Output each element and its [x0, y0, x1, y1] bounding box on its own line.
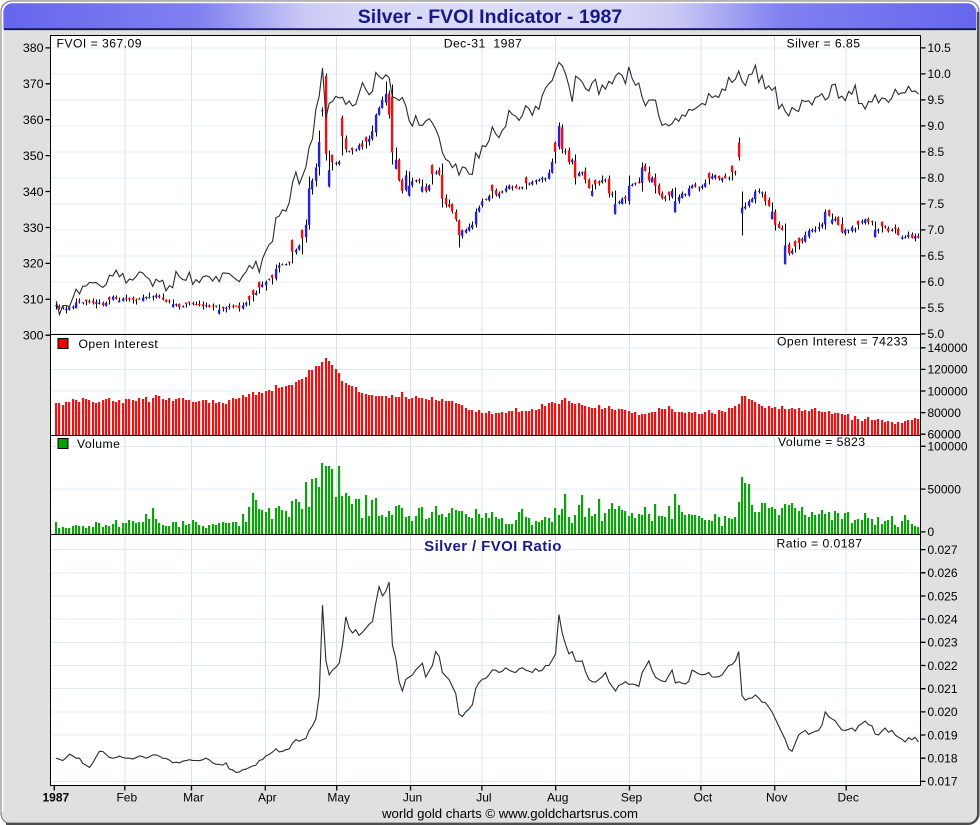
svg-text:Ratio = 0.0187: Ratio = 0.0187 — [777, 537, 863, 551]
svg-text:370: 370 — [23, 77, 44, 91]
svg-text:Mar: Mar — [183, 791, 204, 805]
svg-text:350: 350 — [23, 149, 44, 163]
svg-text:0.018: 0.018 — [928, 752, 958, 766]
svg-text:Apr: Apr — [258, 791, 277, 805]
svg-text:world gold charts © www.goldch: world gold charts © www.goldchartsrus.co… — [381, 806, 638, 821]
svg-text:10.0: 10.0 — [928, 67, 952, 81]
svg-text:7.5: 7.5 — [928, 197, 945, 211]
svg-text:Oct: Oct — [694, 791, 713, 805]
svg-text:Volume: Volume — [77, 437, 120, 451]
svg-text:140000: 140000 — [928, 341, 968, 355]
svg-text:Open Interest: Open Interest — [79, 337, 159, 351]
svg-text:360: 360 — [23, 113, 44, 127]
svg-text:340: 340 — [23, 185, 44, 199]
svg-text:Jul: Jul — [476, 791, 491, 805]
svg-text:7.0: 7.0 — [928, 223, 945, 237]
svg-text:0.019: 0.019 — [928, 728, 958, 742]
svg-text:330: 330 — [23, 221, 44, 235]
svg-text:Dec-31 1987: Dec-31 1987 — [444, 37, 523, 51]
svg-text:May: May — [327, 791, 350, 805]
svg-text:Feb: Feb — [116, 791, 137, 805]
svg-text:60000: 60000 — [928, 428, 962, 442]
svg-text:Open Interest = 74233: Open Interest = 74233 — [777, 335, 908, 349]
svg-text:Sep: Sep — [621, 791, 643, 805]
svg-text:0.025: 0.025 — [928, 589, 958, 603]
svg-text:9.0: 9.0 — [928, 119, 945, 133]
svg-text:100000: 100000 — [928, 384, 968, 398]
svg-text:8.5: 8.5 — [928, 145, 945, 159]
svg-text:0.017: 0.017 — [928, 775, 958, 789]
svg-text:0: 0 — [928, 525, 935, 539]
svg-text:10.5: 10.5 — [928, 41, 952, 55]
svg-text:6.0: 6.0 — [928, 275, 945, 289]
svg-text:100000: 100000 — [928, 440, 968, 454]
svg-text:Aug: Aug — [547, 791, 568, 805]
svg-text:8.0: 8.0 — [928, 171, 945, 185]
svg-text:5.0: 5.0 — [928, 327, 945, 341]
svg-text:120000: 120000 — [928, 363, 968, 377]
svg-text:1987: 1987 — [42, 791, 69, 805]
svg-text:Volume = 5823: Volume = 5823 — [778, 435, 866, 449]
svg-text:80000: 80000 — [928, 406, 962, 420]
svg-text:Silver / FVOI Ratio: Silver / FVOI Ratio — [424, 538, 562, 555]
svg-text:Silver = 6.85: Silver = 6.85 — [787, 37, 861, 51]
svg-text:0.026: 0.026 — [928, 566, 958, 580]
svg-text:0.023: 0.023 — [928, 636, 958, 650]
svg-text:320: 320 — [23, 257, 44, 271]
svg-text:6.5: 6.5 — [928, 249, 945, 263]
svg-text:0.022: 0.022 — [928, 659, 958, 673]
svg-text:0.024: 0.024 — [928, 612, 958, 626]
svg-text:Nov: Nov — [766, 791, 787, 805]
svg-text:9.5: 9.5 — [928, 93, 945, 107]
svg-text:0.021: 0.021 — [928, 682, 958, 696]
svg-text:310: 310 — [23, 293, 44, 307]
svg-text:5.5: 5.5 — [928, 301, 945, 315]
svg-text:Silver - FVOI Indicator - 1987: Silver - FVOI Indicator - 1987 — [358, 6, 622, 28]
svg-text:300: 300 — [23, 328, 44, 342]
svg-text:380: 380 — [23, 41, 44, 55]
svg-text:Dec: Dec — [838, 791, 859, 805]
svg-text:50000: 50000 — [928, 482, 962, 496]
svg-text:0.027: 0.027 — [928, 543, 958, 557]
svg-text:0.020: 0.020 — [928, 705, 958, 719]
svg-text:FVOI = 367.09: FVOI = 367.09 — [57, 37, 142, 51]
svg-text:Jun: Jun — [403, 791, 422, 805]
